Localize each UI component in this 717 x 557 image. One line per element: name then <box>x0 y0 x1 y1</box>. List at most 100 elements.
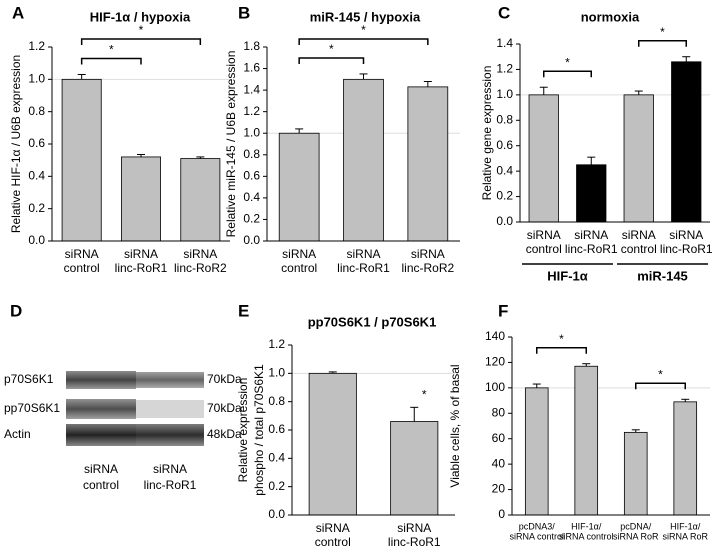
size-label: 70kDa <box>207 401 242 415</box>
panel-letter: B <box>238 3 250 22</box>
protein-label: p70S6K1 <box>4 372 54 386</box>
bar <box>524 387 549 516</box>
panel-letter: F <box>498 301 508 320</box>
x-tick-label: linc-RoR2 <box>401 261 454 275</box>
significance-label: * <box>559 332 564 346</box>
group-label: miR-145 <box>637 268 688 283</box>
y-tick-label: 1.2 <box>496 62 513 76</box>
x-tick-label: siRNA <box>622 228 656 242</box>
y-tick-label: 40 <box>492 456 506 470</box>
bar <box>623 431 648 516</box>
significance-bracket <box>638 39 687 47</box>
x-tick-label: HIF-1α/ <box>670 521 701 531</box>
y-axis-label: Relative miR-145 / U6B expression <box>224 51 238 238</box>
protein-label: Actin <box>4 427 31 441</box>
x-tick-label: linc-RoR1 <box>660 242 713 256</box>
chart-title: miR-145 / hypoxia <box>310 9 421 24</box>
y-tick-label: 0.8 <box>243 147 260 161</box>
bar <box>308 372 357 516</box>
chart-title: HIF-1α / hypoxia <box>90 9 191 24</box>
y-tick-label: 1.4 <box>496 36 513 50</box>
x-tick-label: linc-RoR1 <box>565 242 618 256</box>
significance-label: * <box>109 43 114 57</box>
significance-label: * <box>139 23 144 37</box>
y-tick-label: 120 <box>485 355 505 369</box>
panel-letter: C <box>498 3 510 22</box>
chart-title: normoxia <box>581 9 640 24</box>
x-tick-label: control <box>621 242 657 256</box>
lane-label: siRNA <box>84 462 118 476</box>
blot-band <box>136 372 204 388</box>
x-tick-label: linc-RoR1 <box>337 261 390 275</box>
x-tick-label: linc-RoR1 <box>388 535 441 549</box>
lane-label: linc-RoR1 <box>144 478 197 492</box>
y-tick-label: 0 <box>498 507 505 521</box>
western-blot <box>66 371 204 446</box>
y-tick-label: 0.0 <box>268 507 285 521</box>
y-tick-label: 140 <box>485 329 505 343</box>
y-tick-label: 20 <box>492 482 506 496</box>
x-tick-label: pcDNA/ <box>620 521 652 531</box>
blot-band <box>136 400 204 418</box>
x-tick-label: control <box>281 261 317 275</box>
y-tick-label: 0.6 <box>243 169 260 183</box>
x-tick-label: siRNA <box>527 228 561 242</box>
y-axis-label: Relative HIF-1α / U6B expression <box>9 55 23 233</box>
x-tick-label: siRNA RoR <box>662 531 708 541</box>
significance-label: * <box>329 42 334 56</box>
significance-label: * <box>658 367 663 381</box>
bar <box>576 164 607 223</box>
size-label: 70kDa <box>207 372 242 386</box>
bar <box>407 86 449 242</box>
y-tick-label: 0.2 <box>496 189 513 203</box>
panel-letter: D <box>10 301 22 320</box>
y-tick-label: 1.0 <box>28 72 45 86</box>
bar <box>673 401 698 516</box>
size-label: 48kDa <box>207 427 242 441</box>
y-axis-label: phospho / total p70S6K1 <box>252 364 266 496</box>
y-tick-label: 1.2 <box>243 104 260 118</box>
blot-band <box>136 424 204 446</box>
blot-band <box>66 424 136 446</box>
significance-bracket <box>536 346 587 354</box>
bar <box>121 156 161 242</box>
x-tick-label: control <box>64 261 100 275</box>
significance-bracket <box>80 38 202 45</box>
x-tick-label: siRNA <box>397 521 431 535</box>
y-tick-label: 0.8 <box>28 104 45 118</box>
x-tick-label: siRNA <box>316 521 350 535</box>
lane-label: control <box>83 478 119 492</box>
y-tick-label: 1.0 <box>268 366 285 380</box>
y-tick-label: 0.0 <box>243 233 260 247</box>
significance-bracket <box>298 38 429 45</box>
x-tick-label: siRNA <box>183 247 217 261</box>
bar <box>671 61 702 223</box>
x-tick-label: siRNA <box>124 247 158 261</box>
x-tick-label: siRNA <box>669 228 703 242</box>
lane-label: siRNA <box>153 462 187 476</box>
bar <box>278 132 320 242</box>
y-axis-label: Relative expression <box>236 378 250 483</box>
y-tick-label: 1.6 <box>243 61 260 75</box>
bar <box>61 78 102 242</box>
y-tick-label: 1.0 <box>496 87 513 101</box>
x-tick-label: control <box>526 242 562 256</box>
significance-label: * <box>422 388 427 402</box>
bar <box>343 78 384 242</box>
y-tick-label: 1.8 <box>243 39 260 53</box>
significance-label: * <box>361 23 366 37</box>
x-tick-label: siRNA RoR <box>613 531 659 541</box>
y-tick-label: 0.4 <box>496 163 513 177</box>
y-tick-label: 0.6 <box>268 422 285 436</box>
significance-label: * <box>660 25 665 39</box>
group-label: HIF-1α <box>547 268 588 283</box>
x-tick-label: siRNA <box>346 247 380 261</box>
bar <box>180 158 221 242</box>
y-tick-label: 0.6 <box>28 136 45 150</box>
panel-letter: E <box>238 301 249 320</box>
x-tick-label: HIF-1α/ <box>571 521 602 531</box>
x-tick-label: control <box>315 535 351 549</box>
y-tick-label: 0.6 <box>496 138 513 152</box>
y-tick-label: 1.4 <box>243 82 260 96</box>
significance-bracket <box>80 57 142 65</box>
